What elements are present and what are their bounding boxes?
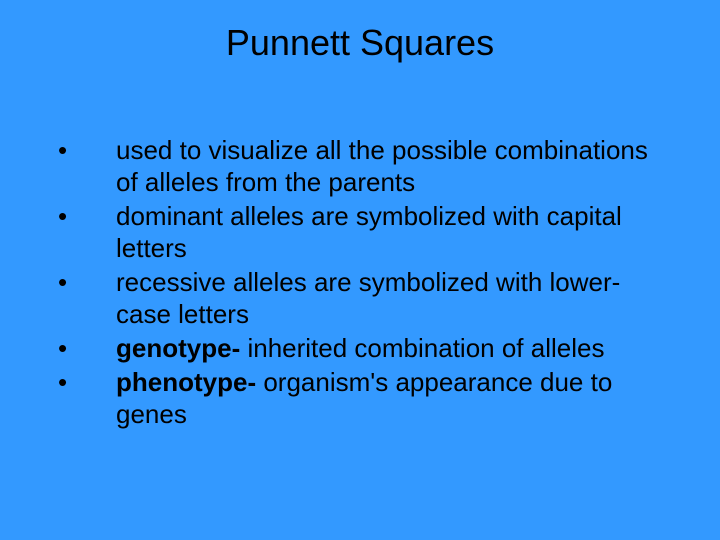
bullet-body: dominant alleles are symbolized with cap…: [116, 201, 622, 263]
bullet-text: used to visualize all the possible combi…: [116, 134, 670, 198]
bullet-body: recessive alleles are symbolized with lo…: [116, 267, 620, 329]
bullet-icon: •: [54, 366, 116, 398]
slide: Punnett Squares • used to visualize all …: [0, 0, 720, 540]
bullet-icon: •: [54, 200, 116, 232]
bullet-body: used to visualize all the possible combi…: [116, 135, 648, 197]
bullet-body: inherited combination of alleles: [240, 333, 604, 363]
bullet-icon: •: [54, 266, 116, 298]
bullet-bold-prefix: phenotype-: [116, 367, 256, 397]
slide-title: Punnett Squares: [40, 22, 680, 64]
bullet-text: phenotype- organism's appearance due to …: [116, 366, 670, 430]
bullet-list: • used to visualize all the possible com…: [40, 134, 680, 430]
list-item: • used to visualize all the possible com…: [54, 134, 670, 198]
list-item: • dominant alleles are symbolized with c…: [54, 200, 670, 264]
bullet-icon: •: [54, 332, 116, 364]
bullet-icon: •: [54, 134, 116, 166]
bullet-text: genotype- inherited combination of allel…: [116, 332, 670, 364]
list-item: • recessive alleles are symbolized with …: [54, 266, 670, 330]
bullet-text: recessive alleles are symbolized with lo…: [116, 266, 670, 330]
bullet-text: dominant alleles are symbolized with cap…: [116, 200, 670, 264]
list-item: • phenotype- organism's appearance due t…: [54, 366, 670, 430]
list-item: • genotype- inherited combination of all…: [54, 332, 670, 364]
bullet-bold-prefix: genotype-: [116, 333, 240, 363]
